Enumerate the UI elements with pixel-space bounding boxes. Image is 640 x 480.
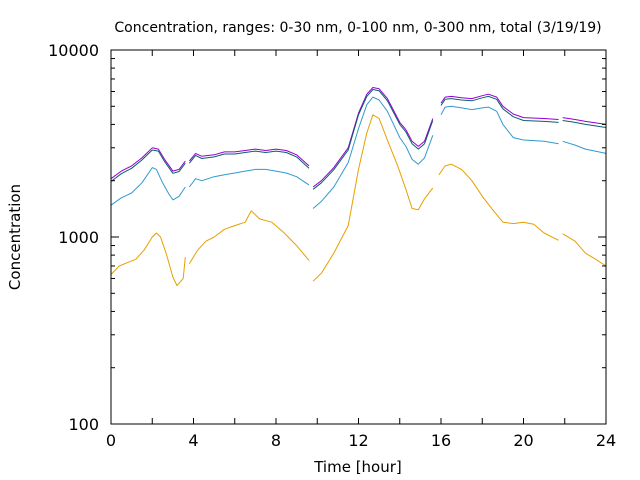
x-tick-label: 4 bbox=[188, 431, 198, 450]
y-tick-label: 1000 bbox=[58, 228, 99, 247]
series-3-segment-3 bbox=[438, 163, 559, 241]
series-1-segment-2 bbox=[312, 89, 434, 190]
y-tick-label: 100 bbox=[68, 415, 99, 434]
series-2-segment-2 bbox=[312, 96, 434, 209]
series-0-segment-3 bbox=[440, 93, 559, 120]
series-1-segment-1 bbox=[189, 150, 310, 169]
series-1-segment-0 bbox=[110, 149, 186, 182]
series-0-segment-0 bbox=[110, 147, 186, 180]
y-tick-label: 10000 bbox=[48, 41, 99, 60]
series-2-segment-4 bbox=[562, 140, 607, 154]
series-2-segment-3 bbox=[440, 105, 559, 145]
series-layer bbox=[110, 87, 607, 287]
series-0-segment-1 bbox=[189, 148, 310, 167]
series-3-segment-0 bbox=[110, 232, 186, 287]
y-axis-label: Concentration bbox=[6, 184, 24, 290]
x-tick-label: 8 bbox=[271, 431, 281, 450]
x-tick-label: 0 bbox=[106, 431, 116, 450]
series-2-segment-0 bbox=[110, 167, 186, 206]
x-tick-label: 20 bbox=[513, 431, 533, 450]
plot-frame bbox=[110, 49, 607, 425]
ticks-layer: 0 4 8 12 16 20 24 100 1000 10000 bbox=[48, 41, 616, 450]
series-1-segment-3 bbox=[440, 95, 559, 123]
series-0-segment-2 bbox=[312, 87, 434, 188]
x-axis-label: Time [hour] bbox=[313, 458, 402, 476]
series-3-segment-1 bbox=[188, 210, 310, 264]
x-tick-label: 16 bbox=[431, 431, 451, 450]
x-tick-label: 12 bbox=[348, 431, 368, 450]
series-3-segment-4 bbox=[562, 233, 607, 267]
series-2-segment-1 bbox=[188, 168, 310, 188]
series-1-segment-4 bbox=[562, 120, 607, 128]
x-tick-label: 24 bbox=[596, 431, 616, 450]
series-3-segment-2 bbox=[312, 114, 434, 282]
series-0-segment-4 bbox=[562, 117, 607, 125]
chart-title: Concentration, ranges: 0-30 nm, 0-100 nm… bbox=[114, 20, 601, 36]
